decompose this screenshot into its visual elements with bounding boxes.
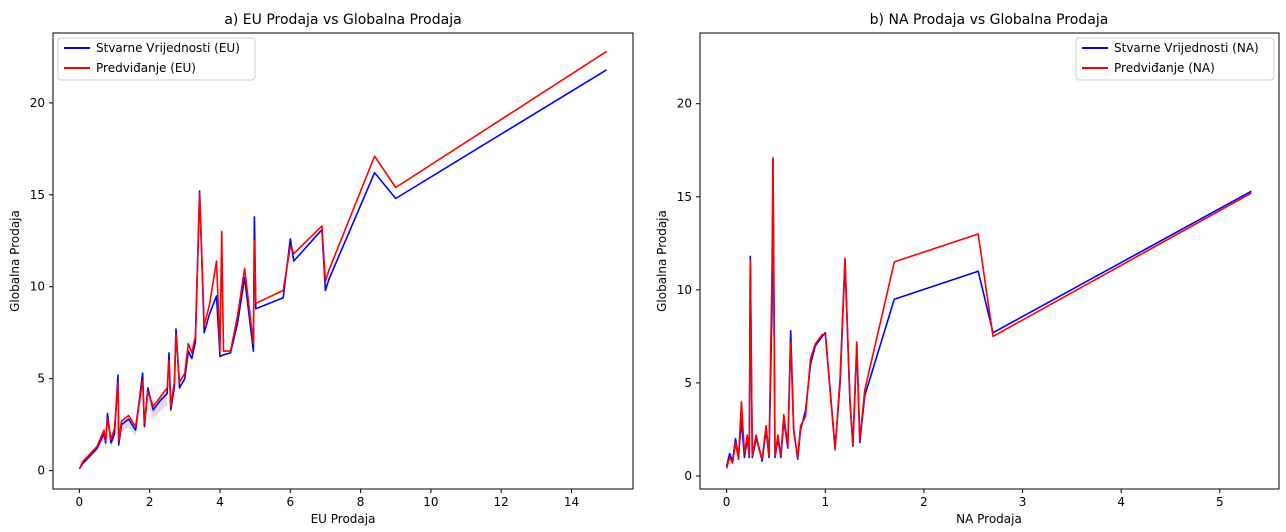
eu-y-tick-label: 10	[30, 280, 45, 294]
na-y-axis-label: Globalna Prodaja	[655, 210, 669, 312]
eu-legend-label-actual: Stvarne Vrijednosti (EU)	[96, 41, 240, 55]
eu-x-tick-label: 14	[564, 495, 579, 509]
na-legend-box	[1075, 37, 1275, 81]
na-x-tick-label: 0	[723, 495, 731, 509]
na-x-axis-label: NA Prodaja	[956, 512, 1022, 526]
eu-chart-panel: a) EU Prodaja vs Globalna Prodaja 0 2 4 6 8 1…	[8, 12, 634, 526]
eu-legend: Stvarne Vrijednosti (EU) Predviđanje (EU…	[57, 37, 256, 81]
eu-y-tick-label: 20	[30, 96, 45, 110]
na-x-tick-label: 2	[920, 495, 928, 509]
na-x-tick-label: 4	[1117, 495, 1125, 509]
na-chart-title: b) NA Prodaja vs Globalna Prodaja	[870, 12, 1109, 28]
eu-x-tick-label: 4	[216, 495, 224, 509]
na-y-tick-label: 5	[684, 376, 692, 390]
na-x-tick-label: 1	[821, 495, 829, 509]
eu-x-tick-label: 0	[76, 495, 84, 509]
na-plot-frame	[699, 32, 1280, 490]
eu-x-tick-label: 12	[494, 495, 509, 509]
eu-legend-label-predicted: Predviđanje (EU)	[96, 61, 196, 75]
na-x-tick-label: 3	[1019, 495, 1027, 509]
na-predicted-series-line	[725, 156, 1252, 469]
eu-plot-frame	[52, 32, 634, 490]
na-legend-label-actual: Stvarne Vrijednosti (NA)	[1114, 41, 1259, 55]
na-y-tick-label: 15	[677, 190, 692, 204]
eu-x-axis-label: EU Prodaja	[311, 512, 376, 526]
eu-x-tick-label: 10	[423, 495, 438, 509]
eu-x-tick-label: 8	[357, 495, 365, 509]
na-legend-label-predicted: Predviđanje (NA)	[1114, 61, 1215, 75]
na-x-tick-label: 5	[1216, 495, 1224, 509]
eu-chart-title: a) EU Prodaja vs Globalna Prodaja	[224, 12, 461, 28]
eu-x-tick-label: 2	[146, 495, 154, 509]
eu-y-tick-label: 5	[37, 372, 45, 386]
na-chart-panel: b) NA Prodaja vs Globalna Prodaja 0 1 2 3 4 5…	[655, 12, 1280, 526]
na-y-tick-label: 0	[684, 469, 692, 483]
na-y-tick-label: 20	[677, 97, 692, 111]
eu-y-tick-label: 0	[37, 464, 45, 478]
eu-y-axis-label: Globalna Prodaja	[8, 210, 22, 312]
eu-predicted-series-line	[78, 50, 608, 470]
eu-legend-box	[57, 37, 256, 81]
eu-y-tick-label: 15	[30, 188, 45, 202]
eu-confidence-band	[79, 373, 168, 470]
na-legend: Stvarne Vrijednosti (NA) Predviđanje (NA…	[1075, 37, 1275, 81]
eu-x-tick-label: 6	[286, 495, 294, 509]
na-y-tick-label: 10	[677, 283, 692, 297]
